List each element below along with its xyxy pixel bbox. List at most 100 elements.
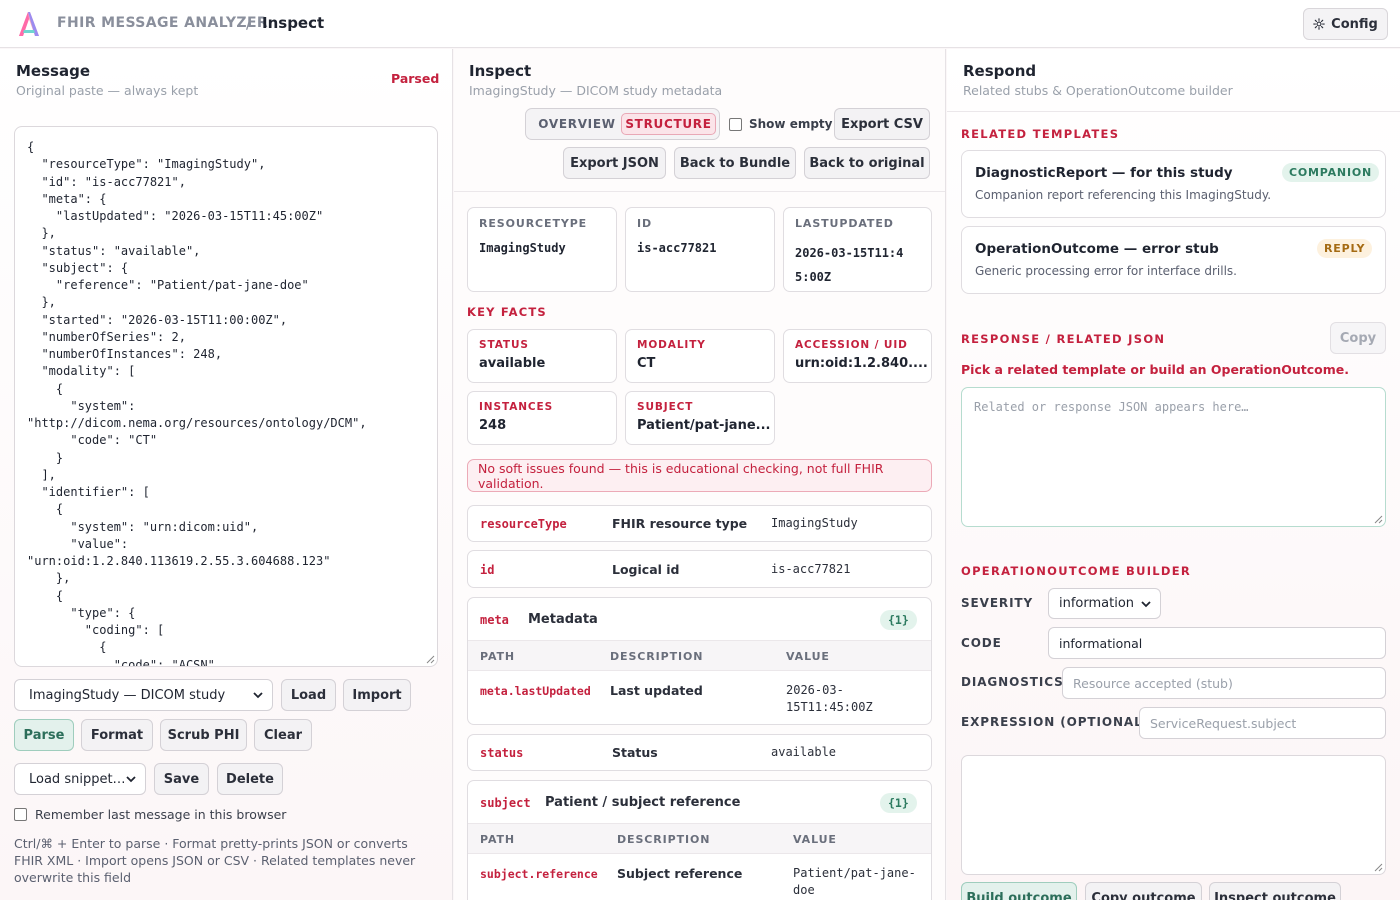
parse-status-badge: Parsed bbox=[391, 71, 440, 86]
delete-button[interactable]: Delete bbox=[217, 763, 283, 795]
show-empty-checkbox[interactable] bbox=[729, 117, 742, 131]
show-empty-toggle[interactable]: Show empty bbox=[729, 117, 832, 131]
row-value: 2026-03- 15T11:45:00Z bbox=[786, 683, 873, 714]
summary-card-resourcetype: RESOURCETYPE ImagingStudy bbox=[467, 207, 617, 292]
message-pane: Message Original paste — always kept Par… bbox=[0, 49, 453, 900]
response-json-heading: RESPONSE / RELATED JSON bbox=[961, 332, 1166, 346]
back-to-bundle-button[interactable]: Back to Bundle bbox=[674, 147, 796, 179]
chevron-down-icon bbox=[253, 692, 263, 699]
code-field[interactable]: informational bbox=[1048, 627, 1386, 659]
fact-label: STATUS bbox=[479, 339, 529, 351]
page-title: Inspect bbox=[262, 14, 325, 32]
save-button[interactable]: Save bbox=[154, 763, 209, 795]
fact-value: Patient/pat-jane... bbox=[637, 418, 771, 433]
copy-outcome-button[interactable]: Copy outcome bbox=[1085, 882, 1202, 900]
resize-grip-icon[interactable] bbox=[1374, 863, 1383, 872]
subtable-header: PATH DESCRIPTION VALUE bbox=[468, 641, 931, 670]
back-to-original-button[interactable]: Back to original bbox=[804, 147, 930, 179]
snippet-select[interactable]: Load snippet… bbox=[14, 763, 146, 795]
col-header-value: VALUE bbox=[786, 650, 830, 663]
tab-structure[interactable]: STRUCTURE bbox=[621, 113, 716, 135]
format-button[interactable]: Format bbox=[81, 719, 153, 751]
field-value: is-acc77821 bbox=[771, 562, 851, 576]
field-desc: Status bbox=[612, 745, 658, 760]
parse-button[interactable]: Parse bbox=[14, 719, 74, 751]
config-label: Config bbox=[1331, 16, 1378, 32]
remember-option[interactable]: Remember last message in this browser bbox=[14, 807, 286, 822]
pick-template-message: Pick a related template or build an Oper… bbox=[961, 362, 1350, 377]
subtable-header: PATH DESCRIPTION VALUE bbox=[468, 824, 931, 853]
remember-checkbox[interactable] bbox=[14, 808, 27, 821]
tab-overview[interactable]: OVERVIEW bbox=[538, 117, 616, 131]
field-row[interactable]: id Logical id is-acc77821 bbox=[467, 550, 932, 588]
template-card-operationoutcome[interactable]: OperationOutcome — error stub Generic pr… bbox=[961, 226, 1386, 294]
expression-field[interactable]: ServiceRequest.subject bbox=[1139, 707, 1386, 739]
fact-card-status: STATUS available bbox=[467, 329, 617, 383]
export-csv-button[interactable]: Export CSV bbox=[834, 108, 930, 140]
outcome-textarea[interactable] bbox=[961, 755, 1386, 875]
group-key[interactable]: subject bbox=[480, 796, 531, 810]
template-desc: Generic processing error for interface d… bbox=[975, 264, 1237, 278]
message-textarea[interactable]: { "resourceType": "ImagingStudy", "id": … bbox=[14, 126, 438, 667]
copy-button[interactable]: Copy bbox=[1330, 322, 1386, 354]
fact-label: INSTANCES bbox=[479, 401, 554, 413]
fact-label: SUBJECT bbox=[637, 401, 694, 413]
config-button[interactable]: Config bbox=[1303, 8, 1388, 40]
group-desc: Patient / subject reference bbox=[545, 795, 741, 810]
severity-select[interactable]: information bbox=[1048, 588, 1161, 619]
fact-card-accession: ACCESSION / UID urn:oid:1.2.840.... bbox=[783, 329, 932, 383]
scrub-phi-button[interactable]: Scrub PHI bbox=[160, 719, 247, 751]
divider bbox=[468, 823, 931, 824]
gear-icon bbox=[1313, 18, 1325, 30]
template-card-diagnosticreport[interactable]: DiagnosticReport — for this study Compan… bbox=[961, 150, 1386, 218]
field-group-meta: meta Metadata {1} PATH DESCRIPTION VALUE… bbox=[467, 597, 932, 725]
template-tag: REPLY bbox=[1317, 239, 1373, 258]
inspect-outcome-button[interactable]: Inspect outcome bbox=[1209, 882, 1341, 900]
load-button[interactable]: Load bbox=[281, 679, 336, 711]
response-placeholder: Related or response JSON appears here… bbox=[974, 400, 1249, 414]
breadcrumb-app[interactable]: FHIR MESSAGE ANALYZER bbox=[57, 15, 269, 31]
sample-select[interactable]: ImagingStudy — DICOM study bbox=[14, 679, 273, 711]
export-json-button[interactable]: Export JSON bbox=[563, 147, 666, 179]
message-subtitle: Original paste — always kept bbox=[16, 83, 199, 98]
field-row[interactable]: resourceType FHIR resource type ImagingS… bbox=[467, 505, 932, 542]
app-logo-icon bbox=[19, 12, 39, 36]
severity-value: information bbox=[1059, 596, 1135, 611]
row-desc: Subject reference bbox=[617, 866, 743, 881]
field-group-subject: subject Patient / subject reference {1} … bbox=[467, 780, 932, 900]
group-key[interactable]: meta bbox=[480, 613, 509, 627]
summary-card-id: ID is-acc77821 bbox=[625, 207, 775, 292]
response-json-textarea[interactable]: Related or response JSON appears here… bbox=[961, 387, 1386, 527]
resize-grip-icon[interactable] bbox=[426, 655, 435, 664]
snippet-select-value: Load snippet… bbox=[29, 771, 126, 787]
group-desc: Metadata bbox=[528, 612, 598, 627]
divider bbox=[454, 191, 945, 192]
fact-card-subject: SUBJECT Patient/pat-jane... bbox=[625, 391, 775, 445]
sample-select-value: ImagingStudy — DICOM study bbox=[29, 687, 226, 703]
template-title: OperationOutcome — error stub bbox=[975, 241, 1219, 257]
fact-value: available bbox=[479, 356, 546, 371]
build-outcome-button[interactable]: Build outcome bbox=[961, 882, 1077, 900]
field-desc: FHIR resource type bbox=[612, 516, 748, 531]
severity-label: SEVERITY bbox=[961, 596, 1034, 610]
clear-button[interactable]: Clear bbox=[254, 719, 312, 751]
summary-value: ImagingStudy bbox=[479, 241, 566, 255]
row-desc: Last updated bbox=[610, 683, 703, 698]
fact-value: 248 bbox=[479, 418, 507, 433]
field-key: resourceType bbox=[480, 517, 567, 531]
row-value: Patient/pat-jane- doe bbox=[793, 866, 916, 897]
field-row[interactable]: status Status available bbox=[467, 734, 932, 771]
show-empty-label: Show empty bbox=[749, 117, 833, 131]
col-header-path: PATH bbox=[480, 833, 516, 846]
diagnostics-field[interactable]: Resource accepted (stub) bbox=[1062, 667, 1386, 699]
summary-value: is-acc77821 bbox=[637, 241, 717, 255]
code-value: informational bbox=[1059, 635, 1143, 651]
col-header-description: DESCRIPTION bbox=[617, 833, 711, 846]
code-label: CODE bbox=[961, 636, 1002, 650]
field-key: id bbox=[480, 563, 495, 577]
import-button[interactable]: Import bbox=[343, 679, 411, 711]
fact-label: ACCESSION / UID bbox=[795, 339, 908, 351]
related-templates-heading: RELATED TEMPLATES bbox=[961, 127, 1120, 141]
field-key: status bbox=[480, 746, 524, 760]
resize-grip-icon[interactable] bbox=[1374, 515, 1383, 524]
